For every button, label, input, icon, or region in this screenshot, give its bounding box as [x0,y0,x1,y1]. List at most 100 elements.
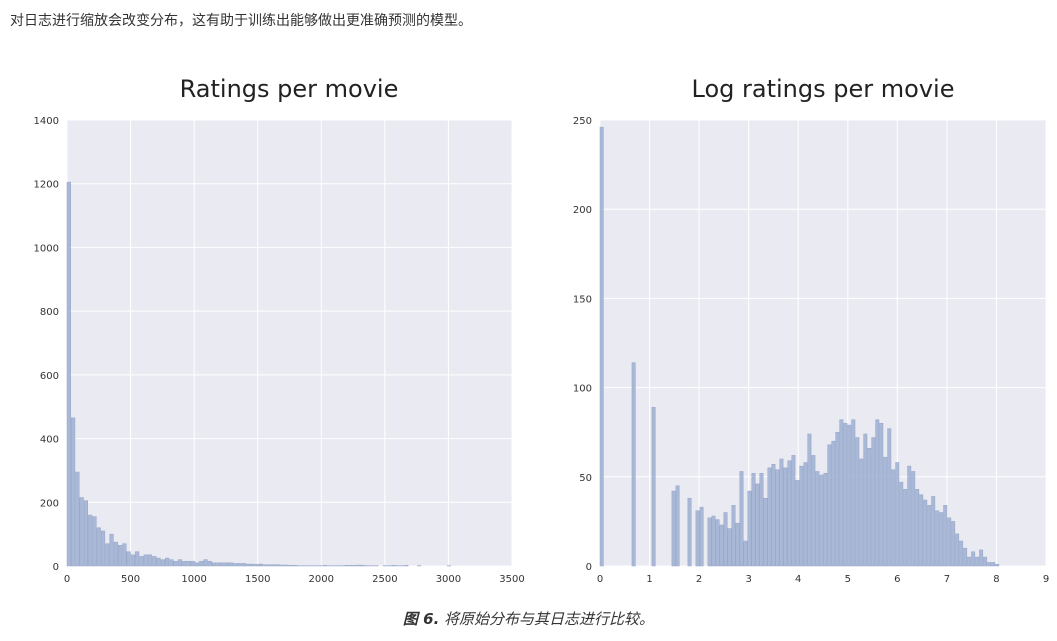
histogram-bar [847,424,852,567]
histogram-bar [348,565,353,567]
histogram-bar [779,458,784,567]
histogram-bar [739,471,744,567]
histogram-bar [875,419,880,567]
histogram-bar [75,471,80,567]
histogram-bar [186,560,191,567]
histogram-bar [903,489,908,567]
histogram-bar [391,565,396,567]
x-tick-label: 500 [121,574,140,585]
histogram-bar [122,543,127,567]
log-ratings-per-movie-chart: Log ratings per movie 0 1 2 3 4 5 6 7 8 9 0 50 100 1… [573,75,1049,585]
y-tick-labels: 0 50 100 150 200 250 [573,116,592,573]
histogram-bar [118,545,123,567]
histogram-bar [971,551,976,567]
x-tick-labels: 0 1 2 3 4 5 6 7 8 9 [597,574,1049,585]
histogram-bar [959,540,964,567]
histogram-bar [975,556,980,567]
x-tick-label: 3500 [499,574,524,585]
histogram-bar [787,460,792,567]
histogram-bar [939,512,944,567]
histogram-bar [241,563,247,567]
histogram-bar [147,554,153,567]
histogram-bar [799,465,804,567]
histogram-bar [895,462,900,567]
x-tick-label: 3 [745,574,751,585]
histogram-bar [935,510,940,567]
histogram-bar [751,472,756,567]
histogram-bar [771,464,776,567]
histogram-bar [357,564,362,567]
histogram-bar [763,497,768,567]
x-tick-label: 8 [993,574,999,585]
ratings-per-movie-chart: Ratings per movie 0 500 1000 1500 2000 2500 30… [34,75,525,585]
histogram-bar [156,557,161,567]
histogram-bar [135,551,140,567]
x-tick-label: 9 [1043,574,1049,585]
histogram-bar [323,565,328,567]
histogram-bar [254,564,259,567]
histogram-bar [811,455,816,567]
histogram-bar [987,562,992,567]
y-tick-label: 50 [579,473,592,484]
histogram-bar [919,494,924,567]
histogram-bar [126,551,131,567]
histogram-bar [859,458,864,567]
bars [66,181,452,567]
histogram-bar [651,406,656,567]
histogram-bar [194,562,200,567]
histogram-bar [843,423,848,567]
histogram-bar [803,462,808,567]
histogram-bar [783,467,788,567]
histogram-bar [169,559,174,567]
histogram-bar [879,423,884,567]
histogram-bar [711,515,716,567]
histogram-bar [747,490,752,567]
y-tick-label: 100 [573,384,592,395]
x-tick-label: 1000 [181,574,206,585]
x-tick-label: 4 [795,574,801,585]
histogram-bar [280,564,285,567]
intro-text: 对日志进行缩放会改变分布，这有助于训练出能够做出更准确预测的模型。 [10,13,472,29]
histogram-bar [599,126,604,567]
histogram-bar [229,562,234,567]
histogram-bar [66,181,71,567]
histogram-bar [743,540,748,567]
histogram-bar [404,565,409,567]
histogram-bar [835,431,840,567]
histogram-bar [79,497,84,567]
histogram-bar [88,514,93,567]
y-tick-label: 400 [40,435,59,446]
x-tick-label: 7 [944,574,950,585]
histogram-bar [991,562,996,567]
histogram-bar [284,564,289,567]
histogram-bar [767,467,772,567]
histogram-bar [719,524,724,567]
histogram-bar [246,563,251,567]
x-tick-label: 6 [894,574,900,585]
x-tick-label: 1500 [245,574,270,585]
bars [599,126,1000,567]
y-tick-labels: 0 200 400 600 800 1000 1200 1400 [34,116,59,573]
y-tick-label: 200 [40,498,59,509]
histogram-bar [109,533,114,567]
histogram-bar [907,465,912,567]
histogram-bar [795,480,800,567]
histogram-bar [130,554,136,567]
histogram-bar [931,496,936,567]
histogram-bar [267,564,272,567]
x-tick-label: 3000 [436,574,461,585]
histogram-bar [92,516,97,567]
histogram-bar [71,417,76,567]
histogram-bar [735,522,740,567]
histogram-bar [207,560,212,567]
histogram-bar [791,455,796,567]
histogram-bar [352,565,358,567]
plot-area [67,120,512,566]
histogram-bar [715,519,720,567]
histogram-bar [723,512,728,567]
histogram-bar [361,565,366,567]
y-tick-label: 0 [53,562,59,573]
histogram-bar [96,527,101,567]
y-tick-label: 200 [573,205,592,216]
histogram-bar [177,559,182,567]
